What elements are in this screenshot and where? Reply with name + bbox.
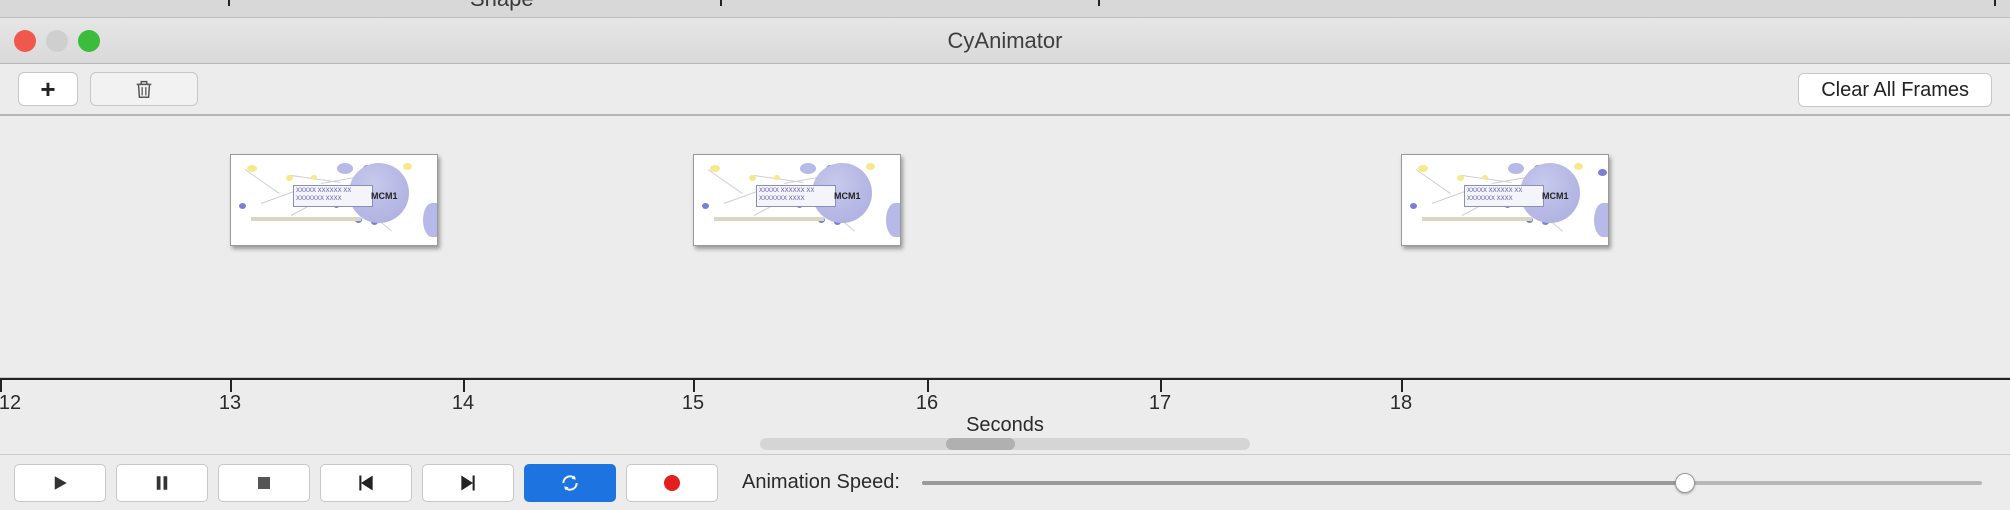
frame-thumbnail[interactable]: XXXXX XXXXXX XX XXXXXXX XXXX MCM1 [1401,154,1609,246]
skip-forward-button[interactable] [422,464,514,502]
ruler-tick-label: 15 [682,392,704,415]
clear-all-frames-label: Clear All Frames [1821,79,1969,102]
stop-button[interactable] [218,464,310,502]
skip-forward-icon [458,473,478,493]
clear-all-frames-button[interactable]: Clear All Frames [1798,73,1992,107]
frame-thumbnail[interactable]: XXXXX XXXXXX XX XXXXXXX XXXX MCM1 [230,154,438,246]
ruler-tick-label: 13 [219,392,241,415]
record-icon [664,475,680,491]
add-icon: + [40,74,55,105]
frame-thumbnail[interactable]: XXXXX XXXXXX XX XXXXXXX XXXX MCM1 [693,154,901,246]
thumbnail-tooltip: XXXXX XXXXXX XX XXXXXXX XXXX [1464,185,1544,207]
speed-slider-track[interactable] [922,481,1982,485]
timeline-ruler[interactable]: 12 13 14 15 16 17 18 Seconds [0,378,2010,434]
stop-icon [256,475,272,491]
shape-label-partial: Shape [470,0,534,12]
thumbnail-tooltip: XXXXX XXXXXX XX XXXXXXX XXXX [293,185,373,207]
window-title: CyAnimator [948,28,1063,54]
thumbnail-center-label: MCM1 [371,191,398,201]
toolbar-left-group: + [18,72,198,106]
scrollbar-row [0,434,2010,454]
trash-icon [133,78,155,100]
window-minimize-button[interactable] [46,30,68,52]
skip-back-button[interactable] [320,464,412,502]
record-button[interactable] [626,464,718,502]
timeline-scrollbar-thumb[interactable] [946,438,1015,450]
add-frame-button[interactable]: + [18,72,78,106]
speed-slider-wrap [922,481,1982,485]
timeline-track[interactable]: XXXXX XXXXXX XX XXXXXXX XXXX MCM1 [0,116,2010,378]
window-traffic-lights [14,18,100,63]
main-toolbar: + Clear All Frames [0,64,2010,116]
cyanimator-window: Shape CyAnimator + Clear All Frames [0,0,2010,510]
title-bar: CyAnimator [0,18,2010,64]
timeline-scrollbar-track[interactable] [760,438,1250,450]
ruler-tick-label: 18 [1390,392,1412,415]
play-icon [51,474,69,492]
pause-button[interactable] [116,464,208,502]
play-button[interactable] [14,464,106,502]
ruler-tick-label: 14 [452,392,474,415]
ruler-tick-label: 17 [1149,392,1171,415]
seconds-axis-label: Seconds [966,414,1044,437]
thumbnail-center-label: MCM1 [1542,191,1569,201]
ruler-tick-label: 12 [0,392,21,415]
thumbnail-tooltip: XXXXX XXXXXX XX XXXXXXX XXXX [756,185,836,207]
loop-toggle-button[interactable] [524,464,616,502]
delete-frame-button[interactable] [90,72,198,106]
playback-controls-bar: Animation Speed: [0,454,2010,510]
pause-icon [153,474,171,492]
animation-speed-label: Animation Speed: [742,471,900,494]
speed-slider-handle[interactable] [1675,473,1695,493]
skip-back-icon [356,473,376,493]
thumbnail-center-label: MCM1 [834,191,861,201]
loop-icon [560,473,580,493]
window-close-button[interactable] [14,30,36,52]
window-maximize-button[interactable] [78,30,100,52]
background-window-sliver: Shape [0,0,2010,18]
ruler-tick-label: 16 [916,392,938,415]
